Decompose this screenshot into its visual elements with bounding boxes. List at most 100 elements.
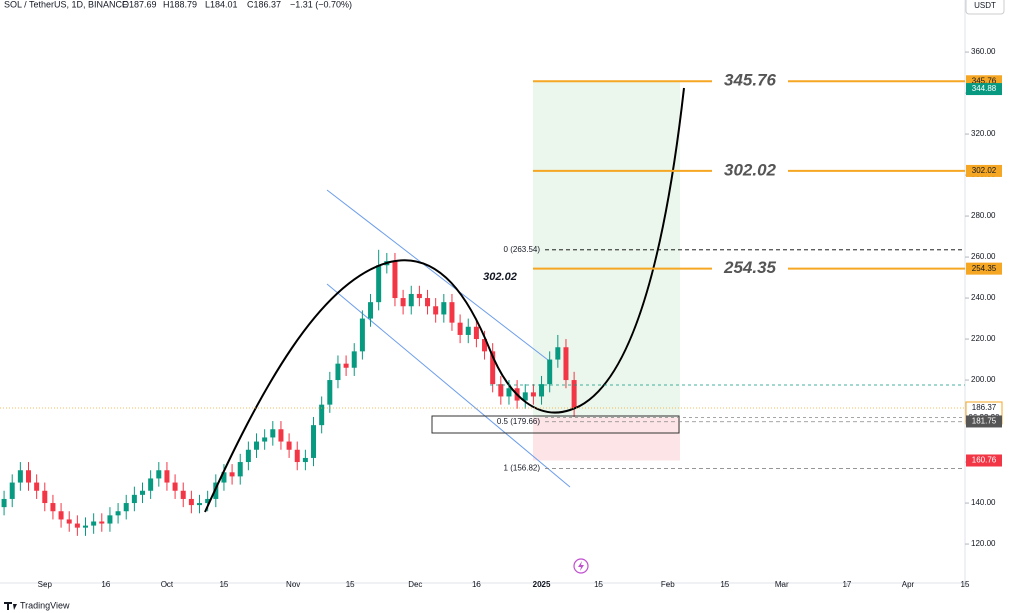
currency: USDT <box>974 1 996 10</box>
candle-body <box>17 470 23 483</box>
header-open: O187.69 <box>122 0 157 9</box>
candle-body <box>473 326 479 340</box>
cup-curve <box>204 87 685 513</box>
candle-body <box>441 302 447 315</box>
y-tick-label: 140.00 <box>971 498 996 507</box>
candle-body <box>302 457 308 463</box>
header-symbol: SOL / TetherUS, 1D, BINANCE <box>4 0 128 9</box>
header-change: −1.31 (−0.70%) <box>290 0 352 9</box>
candle-body <box>221 472 227 483</box>
header-high: H188.79 <box>163 0 197 9</box>
target-tag-label: 344.88 <box>972 84 997 93</box>
fib-label: 0.5 (179.66) <box>497 417 540 426</box>
x-tick-label: Apr <box>902 580 915 589</box>
brand: TradingView <box>20 600 70 610</box>
candle-body <box>99 521 105 524</box>
x-tick-label: 15 <box>219 580 228 589</box>
lightning-icon <box>573 558 589 574</box>
candles <box>1 249 577 536</box>
header-close: C186.37 <box>247 0 281 9</box>
candle-body <box>359 318 365 352</box>
fib-label: 1 (156.82) <box>504 464 541 473</box>
candle-body <box>522 392 528 401</box>
candle-body <box>392 261 398 299</box>
stop-tag-label: 160.76 <box>972 456 997 465</box>
target-tag-label: 302.02 <box>972 166 997 175</box>
candle-body <box>9 482 15 499</box>
y-tick-label: 220.00 <box>971 334 996 343</box>
candle-body <box>449 302 455 323</box>
candle-body <box>416 293 422 299</box>
candle-body <box>237 462 243 477</box>
y-tick-label: 280.00 <box>971 211 996 220</box>
x-tick-label: Oct <box>161 580 174 589</box>
candle-body <box>506 388 512 397</box>
candle-body <box>262 437 268 442</box>
target-text-bg <box>712 71 788 92</box>
stop-tag <box>966 454 1002 467</box>
candle-body <box>197 503 203 506</box>
candle-body <box>490 351 496 385</box>
candle-body <box>286 441 292 450</box>
target-tag-label: 345.76 <box>972 76 997 85</box>
candle-body <box>343 363 349 368</box>
candle-body <box>42 490 48 504</box>
candle-body <box>205 498 211 504</box>
candle-body <box>156 470 162 479</box>
candle-body <box>58 511 64 520</box>
x-tick-label: 2025 <box>533 580 551 589</box>
candle-body <box>376 265 382 303</box>
y-tick-label: 320.00 <box>971 129 996 138</box>
last-tag-label: 186.37 <box>972 403 997 412</box>
candle-body <box>74 523 80 528</box>
target-label: 302.02 <box>724 160 777 179</box>
candle-body <box>278 429 284 442</box>
x-tick-label: 16 <box>472 580 481 589</box>
candle-body <box>368 302 374 319</box>
x-tick-label: Dec <box>408 580 422 589</box>
candle-body <box>425 298 431 307</box>
y-tick-label: 120.00 <box>971 539 996 548</box>
target-text-bg <box>712 160 788 181</box>
x-tick-label: 15 <box>720 580 729 589</box>
candle-body <box>26 470 32 483</box>
candle-body <box>498 384 504 397</box>
candle-body <box>180 490 186 499</box>
target-tag <box>966 262 1002 275</box>
candle-body <box>335 363 341 381</box>
candle-body <box>172 482 178 491</box>
candle-body <box>115 511 121 516</box>
candle-body <box>351 351 357 368</box>
candle-body <box>188 498 194 506</box>
x-tick-label: Sep <box>38 580 53 589</box>
x-tick-label: Mar <box>775 580 789 589</box>
candle-body <box>123 503 129 512</box>
target-label: 345.76 <box>724 71 777 90</box>
x-tick-label: 16 <box>101 580 110 589</box>
candle-body <box>319 404 325 426</box>
channel-upper <box>326 189 549 361</box>
candle-body <box>131 494 137 504</box>
loss-zone <box>533 417 680 461</box>
x-tick-label: 15 <box>346 580 355 589</box>
candle-body <box>91 521 97 526</box>
candle-body <box>83 525 89 528</box>
candle-body <box>547 359 553 385</box>
channel-lower <box>326 283 571 488</box>
candle-body <box>229 472 235 477</box>
candle-body <box>530 392 536 397</box>
y-tick-label: 360.00 <box>971 47 996 56</box>
candle-body <box>148 478 154 491</box>
y-tick-label: 200.00 <box>971 375 996 384</box>
candle-body <box>294 449 300 463</box>
candle-body <box>465 326 471 335</box>
candle-body <box>563 347 569 381</box>
header-low: L184.01 <box>205 0 238 9</box>
candle-body <box>164 470 170 483</box>
entry-tag <box>966 415 1002 428</box>
x-tick-label: 15 <box>961 580 970 589</box>
support-box <box>431 415 680 434</box>
target-tag <box>966 164 1002 177</box>
candle-body <box>433 306 439 315</box>
